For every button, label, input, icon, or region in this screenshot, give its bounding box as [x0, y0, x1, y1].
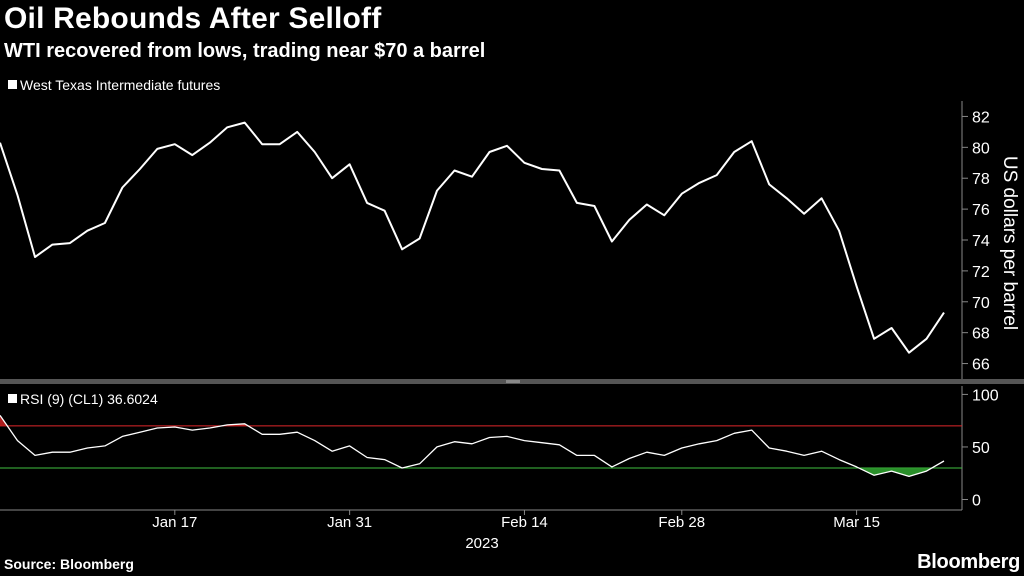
chart-title: Oil Rebounds After Selloff — [4, 2, 382, 35]
price-y-tick-label: 68 — [972, 326, 990, 343]
rsi-panel: RSI (9) (CL1) 36.6024 0 50 100 — [0, 386, 999, 510]
price-y-tick-label: 76 — [972, 202, 990, 219]
legend-label-price: West Texas Intermediate futures — [20, 77, 220, 93]
price-y-tick-label: 80 — [972, 140, 990, 157]
chart-subtitle: WTI recovered from lows, trading near $7… — [4, 40, 486, 62]
price-line — [0, 121, 945, 354]
x-tick-label: Jan 17 — [152, 514, 197, 531]
rsi-overbought-fill — [0, 415, 249, 426]
legend-swatch-price — [8, 80, 17, 89]
rsi-y-ticks: 0 50 100 — [962, 387, 999, 509]
price-y-tick-label: 72 — [972, 264, 990, 281]
source-label: Source: Bloomberg — [4, 556, 134, 572]
bloomberg-logo: Bloomberg — [917, 551, 1020, 573]
price-y-axis-label: US dollars per barrel — [999, 156, 1020, 330]
x-tick-label: Jan 31 — [327, 514, 372, 531]
rsi-line — [0, 415, 945, 478]
price-panel: West Texas Intermediate futures 66 68 70 72… — [0, 77, 1020, 379]
x-ticks: Jan 17 Jan 31 Feb 14 Feb 28 Mar 15 — [152, 510, 880, 531]
x-tick-label: Feb 28 — [658, 514, 705, 531]
rsi-y-tick-label: 50 — [972, 440, 990, 457]
panel-divider-handle — [506, 380, 520, 383]
price-y-ticks: 66 68 70 72 74 76 78 80 82 — [962, 109, 990, 374]
legend-swatch-rsi — [8, 394, 17, 403]
x-tick-label: Feb 14 — [501, 514, 548, 531]
price-y-tick-label: 66 — [972, 357, 990, 374]
rsi-y-tick-label: 100 — [972, 387, 999, 404]
x-tick-label: Mar 15 — [833, 514, 880, 531]
legend-label-rsi: RSI (9) (CL1) 36.6024 — [20, 391, 158, 407]
x-axis-year-label: 2023 — [465, 535, 498, 552]
rsi-y-tick-label: 0 — [972, 492, 981, 509]
price-y-tick-label: 74 — [972, 233, 990, 250]
price-y-tick-label: 70 — [972, 295, 990, 312]
price-y-tick-label: 82 — [972, 109, 990, 126]
price-y-tick-label: 78 — [972, 171, 990, 188]
